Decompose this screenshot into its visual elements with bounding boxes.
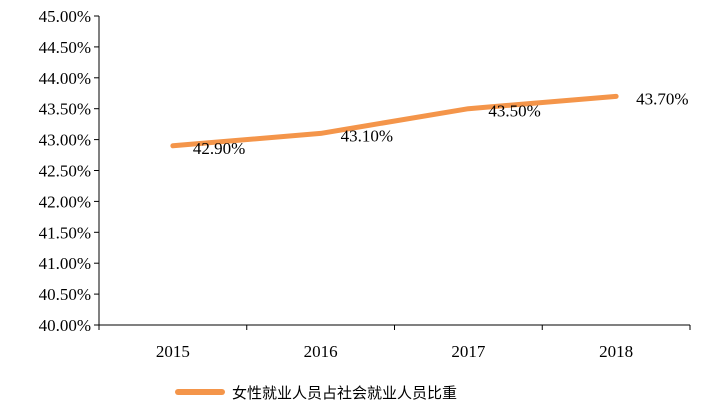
- y-tick-label: 40.00%: [39, 316, 91, 335]
- x-tick-label: 2016: [304, 342, 338, 361]
- y-tick-label: 41.00%: [39, 254, 91, 273]
- series-line: [170, 93, 619, 149]
- y-tick-label: 41.50%: [39, 223, 91, 242]
- y-tick-group: 40.00% 40.50% 41.00% 41.50% 42.00% 42.50% 43.0…: [39, 7, 99, 335]
- legend-label: 女性就业人员占社会就业人员比重: [232, 384, 457, 402]
- data-label: 43.50%: [488, 102, 540, 121]
- data-label: 42.90%: [193, 139, 245, 158]
- y-tick-label: 42.00%: [39, 192, 91, 211]
- x-tick-label: 2018: [599, 342, 633, 361]
- x-tick-group: 2015 2016 2017 2018: [98, 325, 691, 361]
- x-tick-label: 2015: [156, 342, 190, 361]
- y-tick-label: 40.50%: [39, 285, 91, 304]
- y-tick-label: 44.50%: [39, 38, 91, 57]
- y-tick-label: 42.50%: [39, 162, 91, 181]
- data-label: 43.10%: [341, 126, 393, 145]
- y-tick-label: 43.00%: [39, 131, 91, 150]
- y-tick-label: 45.00%: [39, 7, 91, 26]
- x-tick-label: 2017: [451, 342, 486, 361]
- y-tick-label: 44.00%: [39, 69, 91, 88]
- data-label: 43.70%: [636, 89, 688, 108]
- series-layer: [170, 93, 619, 149]
- data-label-group: 42.90% 43.10% 43.50% 43.70%: [193, 89, 689, 157]
- y-tick-label: 43.50%: [39, 100, 91, 119]
- legend: 女性就业人员占社会就业人员比重: [175, 384, 457, 402]
